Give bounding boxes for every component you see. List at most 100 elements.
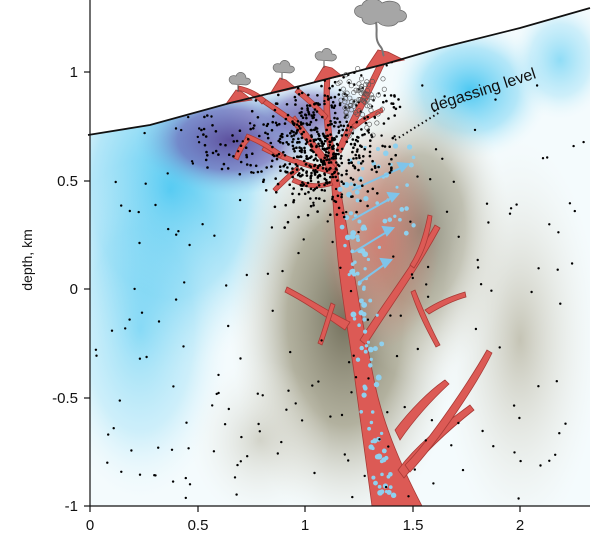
seismic-event-dot (350, 161, 354, 164)
degassing-circle (375, 92, 381, 98)
seismic-event-dot (323, 183, 326, 187)
seismic-event-dot (335, 213, 339, 216)
seismic-event-dot (554, 453, 557, 456)
degassing-circle (366, 121, 372, 127)
gas-bubble (368, 298, 373, 303)
gas-bubble (375, 313, 379, 317)
seismic-event-dot (274, 177, 278, 180)
seismic-event-dot (318, 103, 322, 106)
seismic-event-dot (114, 180, 117, 184)
seismic-event-dot (312, 128, 316, 132)
gas-bubble (380, 472, 384, 477)
seismic-event-dot (430, 419, 434, 422)
seismic-event-dot (290, 135, 294, 138)
seismic-event-dot (310, 114, 314, 117)
seismic-event-dot (358, 156, 361, 160)
seismic-event-dot (351, 178, 355, 181)
seismic-event-dot (416, 347, 419, 351)
seismic-event-dot (317, 180, 320, 184)
seismic-event-dot (231, 134, 234, 137)
seismic-event-dot (140, 311, 144, 314)
seismic-event-dot (323, 94, 327, 97)
gas-bubble (387, 217, 393, 222)
seismic-event-dot (323, 173, 327, 177)
seismic-event-dot (314, 138, 318, 141)
seismic-event-dot (310, 134, 313, 137)
axes (84, 0, 590, 512)
seismic-event-dot (355, 120, 359, 124)
seismic-event-dot (354, 153, 358, 157)
gas-bubble (372, 438, 378, 444)
seismic-event-dot (260, 170, 263, 173)
gas-bubble (350, 311, 357, 318)
gas-bubble (363, 195, 369, 202)
seismic-event-dot (559, 302, 562, 305)
seismic-event-dot (175, 233, 178, 236)
seismic-event-dot (382, 122, 386, 125)
seismic-event-dot (168, 111, 171, 115)
seismic-event-dot (347, 161, 351, 165)
seismic-event-dot (326, 95, 330, 98)
seismic-event-dot (494, 98, 497, 101)
seismic-event-dot (217, 373, 220, 377)
seismic-event-dot (485, 202, 489, 205)
seismic-event-dot (352, 164, 355, 167)
seismic-event-dot (368, 144, 372, 148)
seismic-event-dot (323, 102, 326, 106)
gas-bubble (368, 346, 374, 353)
gas-bubble (349, 182, 354, 186)
seismic-event-dot (120, 470, 123, 473)
seismic-event-dot (537, 385, 540, 388)
gas-bubble (359, 409, 364, 414)
x-tick-label: 0 (86, 517, 94, 534)
gas-bubble (377, 484, 382, 489)
seismic-event-dot (387, 445, 390, 448)
seismic-event-dot (299, 127, 302, 130)
seismic-event-dot (360, 74, 363, 77)
seismic-event-dot (321, 145, 324, 148)
seismic-event-dot (306, 108, 310, 112)
seismic-event-dot (295, 129, 299, 132)
seismic-event-dot (457, 235, 460, 238)
seismic-event-dot (357, 168, 360, 172)
seismic-event-dot (309, 179, 313, 183)
seismic-event-dot (331, 195, 335, 199)
seismic-event-dot (200, 128, 203, 132)
gas-bubble (371, 475, 376, 480)
seismic-event-dot (307, 93, 310, 97)
seismic-events (94, 61, 585, 500)
seismic-event-dot (333, 116, 336, 120)
gas-bubble (395, 185, 399, 189)
seismic-event-dot (335, 142, 339, 146)
seismic-event-dot (292, 138, 295, 141)
seismic-event-dot (322, 134, 326, 138)
seismic-event-dot (310, 145, 313, 148)
seismic-event-dot (357, 154, 361, 157)
seismic-event-dot (392, 106, 396, 109)
seismic-event-dot (329, 133, 332, 136)
seismic-event-dot (123, 66, 126, 69)
seismic-event-dot (300, 187, 304, 191)
gas-bubble (363, 267, 367, 271)
seismic-event-dot (355, 210, 358, 214)
seismic-event-dot (245, 155, 249, 159)
seismic-event-dot (309, 128, 313, 132)
seismic-event-dot (347, 459, 350, 462)
seismic-event-dot (316, 210, 319, 213)
seismic-event-dot (295, 123, 299, 126)
seismic-event-dot (546, 156, 549, 159)
seismic-event-dot (210, 115, 213, 118)
seismic-event-dot (335, 135, 338, 138)
y-axis-label: depth, km (19, 229, 35, 290)
seismic-event-dot (254, 99, 258, 102)
gas-bubble (343, 243, 347, 248)
seismic-event-dot (233, 476, 237, 479)
seismic-event-dot (350, 391, 353, 394)
y-tick-label: -0.5 (52, 390, 78, 407)
seismic-event-dot (351, 495, 354, 499)
seismic-event-dot (235, 139, 239, 143)
gas-bubble (337, 186, 343, 192)
ash-plume-icon (314, 48, 337, 62)
seismic-event-dot (219, 143, 222, 146)
